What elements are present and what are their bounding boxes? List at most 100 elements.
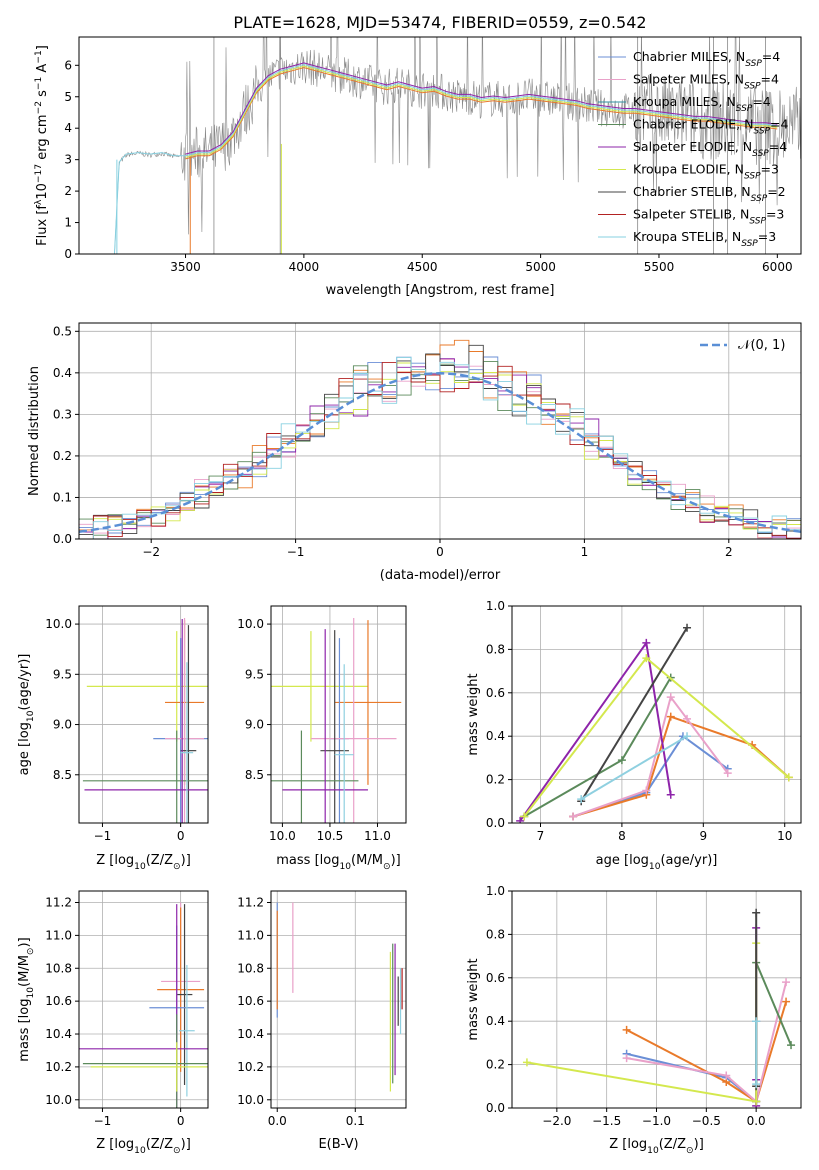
ageZ-xlabel: Z [log10(Z/Z⊙)] <box>96 853 191 872</box>
series-marker <box>642 638 651 647</box>
mwZ-plot-area <box>522 908 796 1108</box>
series-line <box>526 943 758 1103</box>
series-line <box>523 677 672 818</box>
series-marker <box>622 1025 631 1034</box>
residual-ytick-label: 0.2 <box>53 449 72 463</box>
spectrum-xtick-label: 5000 <box>525 260 556 274</box>
residual-legend-label: 𝒩(0, 1) <box>738 338 785 353</box>
residual-xtick-label: 2 <box>725 545 733 559</box>
residual-xtick-label: 0 <box>436 545 444 559</box>
ageM-xtick-label: 11.0 <box>364 829 391 843</box>
mwZ-frame <box>511 890 802 1109</box>
spectrum-xtick-label: 6000 <box>762 260 793 274</box>
massE-xlabel: E(B-V) <box>318 1137 358 1152</box>
residual-xtick-label: 1 <box>581 545 589 559</box>
ageZ-ytick-label: 9.5 <box>53 667 72 681</box>
massE-ytick-label: 11.0 <box>237 928 264 942</box>
mwAge-xtick-label: 9 <box>699 829 707 843</box>
mwAge-plot-area <box>516 623 793 823</box>
massZ-ylabel: mass [log10(M/M⊙)] <box>17 937 36 1061</box>
series-marker <box>520 812 529 821</box>
massZ-ytick-label: 10.0 <box>45 1093 72 1107</box>
residual-ytick-label: 0.0 <box>53 532 72 546</box>
series-marker <box>782 978 791 987</box>
ageZ-frame <box>78 605 209 824</box>
residual-plot-area <box>79 339 801 539</box>
ageM-xtick-label: 10.0 <box>269 829 296 843</box>
spectrum-plot-area <box>114 37 801 254</box>
series-marker <box>516 816 525 823</box>
spectrum-ylabel: Flux [fλ10−17 erg cm−2 s−1 A−1] <box>34 45 50 246</box>
legend-label: Chabrier STELIB, NSSP=2 <box>633 184 786 204</box>
massZ-xtick-label: 0 <box>177 1114 185 1128</box>
residual-ylabel: Normed distribution <box>27 366 42 496</box>
spectrum-ytick-label: 3 <box>64 153 72 167</box>
series-marker <box>683 623 692 632</box>
residual-xtick-label: −1 <box>287 545 305 559</box>
spectrum-ytick-label: 6 <box>64 58 72 72</box>
massZ-xlabel: Z [log10(Z/Z⊙)] <box>96 1137 191 1156</box>
residual-normal-curve <box>79 372 801 533</box>
massE-ytick-label: 10.2 <box>237 1060 264 1074</box>
spectrum-xtick-label: 4000 <box>289 260 320 274</box>
series-marker <box>787 1041 796 1050</box>
mwZ-ytick-label: 1.0 <box>486 884 505 898</box>
legend-label: Chabrier MILES, NSSP=4 <box>633 49 780 69</box>
mwAge-ytick-label: 0.2 <box>486 773 505 787</box>
mwZ-ytick-label: 0.8 <box>486 927 505 941</box>
spectrum-ytick-label: 2 <box>64 184 72 198</box>
mwAge-frame <box>511 605 802 824</box>
mwZ-ytick-label: 0.0 <box>486 1101 505 1115</box>
residual-frame <box>78 322 802 540</box>
ageZ-xtick-label: 0 <box>177 829 185 843</box>
residual-ytick-label: 0.1 <box>53 490 72 504</box>
series-marker <box>577 795 586 804</box>
ageM-ytick-label: 9.5 <box>245 667 264 681</box>
mwZ-xtick-label: −0.5 <box>692 1114 721 1128</box>
spectrum-xtick-label: 3500 <box>170 260 201 274</box>
series-marker <box>784 773 793 782</box>
spectrum-data-line <box>114 37 801 254</box>
mwAge-xtick-label: 10 <box>777 829 792 843</box>
mwZ-xtick-label: 0.0 <box>747 1114 766 1128</box>
massZ-ytick-label: 11.0 <box>45 928 72 942</box>
spectrum-title: PLATE=1628, MJD=53474, FIBERID=0559, z=0… <box>233 13 646 32</box>
spectrum-ytick-label: 5 <box>64 90 72 104</box>
series-marker <box>642 654 651 663</box>
ageM-plot-area <box>271 618 402 823</box>
mwZ-xtick-label: −1.0 <box>642 1114 671 1128</box>
ageM-ytick-label: 10.0 <box>237 617 264 631</box>
massE-ytick-label: 10.6 <box>237 994 264 1008</box>
spectrum-ytick-label: 0 <box>64 247 72 261</box>
ageZ-plot-area <box>82 618 208 823</box>
legend-label: Kroupa ELODIE, NSSP=3 <box>633 162 779 182</box>
series-line <box>580 627 688 802</box>
spectrum-model-line <box>185 67 778 160</box>
series-marker <box>642 786 651 795</box>
spectrum-ytick-label: 4 <box>64 121 72 135</box>
mwAge-ytick-label: 0.4 <box>486 729 505 743</box>
massZ-xtick-label: −1 <box>94 1114 112 1128</box>
legend-label: Salpeter STELIB, NSSP=3 <box>633 207 784 227</box>
mwZ-ytick-label: 0.6 <box>486 971 505 985</box>
legend-label: Kroupa STELIB, NSSP=3 <box>633 229 776 249</box>
massZ-ytick-label: 11.2 <box>45 896 72 910</box>
residual-xtick-label: −2 <box>142 545 160 559</box>
mwZ-xlabel: Z [log10(Z/Z⊙)] <box>609 1137 704 1156</box>
mwZ-ytick-label: 0.4 <box>486 1014 505 1028</box>
spectrum-model-line <box>114 63 778 254</box>
spectrum-model-line <box>185 62 778 155</box>
massZ-plot-area <box>79 902 208 1108</box>
massZ-frame <box>78 890 209 1109</box>
spectrum-xtick-label: 4500 <box>407 260 438 274</box>
series-marker <box>683 732 692 741</box>
series-line <box>580 735 688 800</box>
series-marker <box>666 790 675 799</box>
massE-plot-area <box>276 902 403 1092</box>
massZ-ytick-label: 10.4 <box>45 1027 72 1041</box>
series-marker <box>752 1097 761 1106</box>
massZ-ytick-label: 10.2 <box>45 1060 72 1074</box>
series-marker <box>683 714 692 723</box>
ageM-xtick-label: 10.5 <box>317 829 344 843</box>
mwAge-xtick-label: 7 <box>537 829 545 843</box>
